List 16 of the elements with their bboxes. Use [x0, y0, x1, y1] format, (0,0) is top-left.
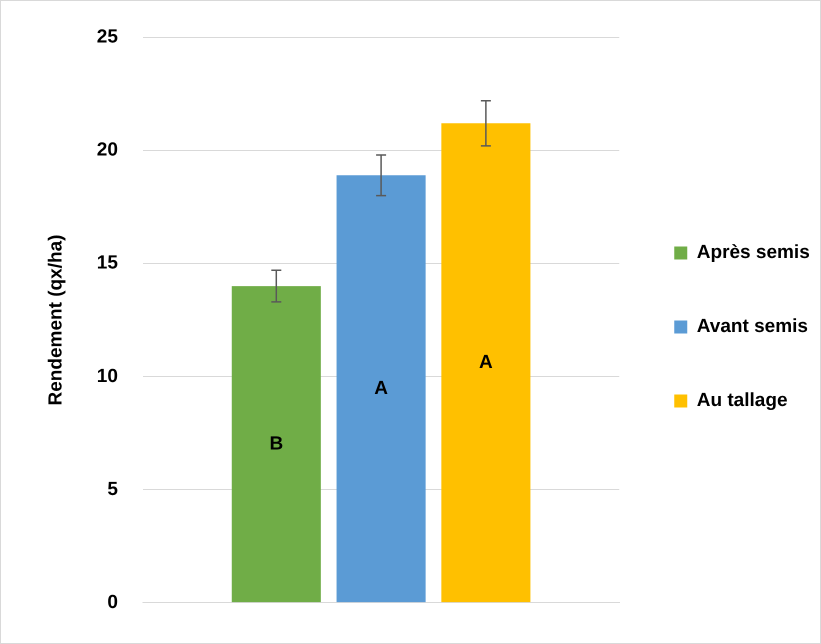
y-tick-label: 0	[107, 592, 118, 613]
y-tick-label: 25	[96, 26, 118, 48]
bar	[336, 175, 426, 602]
y-axis-title: Rendement (qx/ha)	[46, 234, 67, 406]
data-label: A	[479, 352, 494, 373]
y-tick-label: 20	[96, 140, 118, 161]
legend-label: Avant semis	[696, 316, 808, 338]
data-label: B	[269, 433, 284, 454]
y-tick-label: 10	[96, 366, 118, 387]
legend-label: Après semis	[696, 242, 810, 264]
y-tick-label: 15	[96, 252, 118, 274]
bar	[441, 123, 530, 602]
y-tick-label: 5	[107, 478, 118, 500]
bar	[232, 286, 321, 602]
legend-label: Au tallage	[696, 390, 788, 412]
data-label: A	[374, 378, 388, 399]
